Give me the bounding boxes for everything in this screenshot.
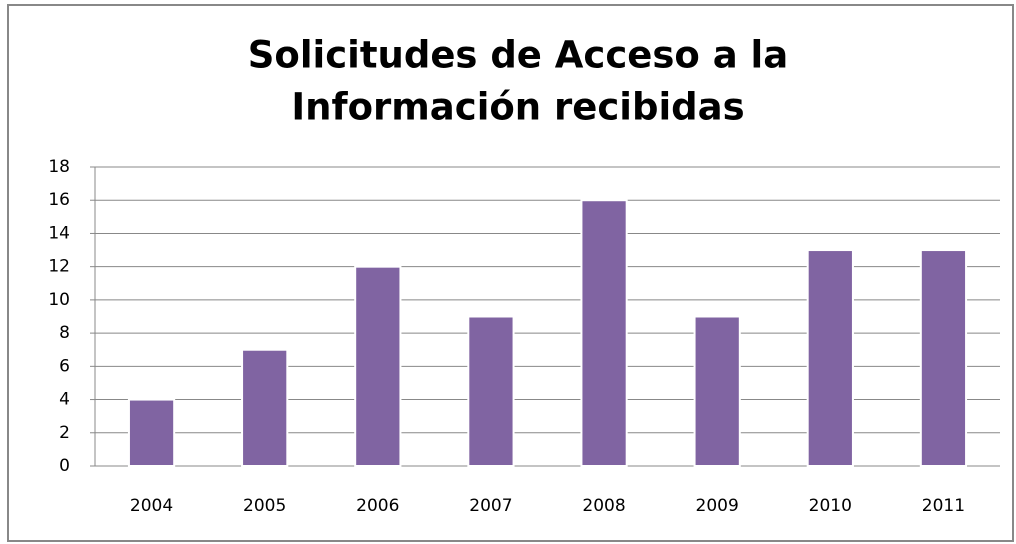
y-tick-label: 10	[48, 290, 70, 310]
bar	[806, 249, 854, 467]
x-tick-label: 2011	[922, 496, 965, 516]
y-tick-label: 6	[59, 356, 70, 376]
x-tick-label: 2010	[809, 496, 852, 516]
bar	[919, 249, 968, 467]
bar	[580, 199, 628, 467]
x-tick-label: 2006	[356, 496, 399, 516]
y-tick-label: 0	[59, 456, 70, 476]
x-tick-label: 2004	[130, 496, 173, 516]
bar	[354, 265, 402, 467]
y-tick-label: 4	[59, 390, 70, 410]
bar	[241, 348, 289, 468]
bar	[467, 315, 515, 467]
x-tick-label: 2008	[582, 496, 625, 516]
y-tick-label: 2	[59, 423, 70, 443]
y-tick-label: 18	[48, 157, 70, 177]
x-tick-label: 2007	[469, 496, 512, 516]
y-tick-label: 12	[48, 257, 70, 277]
chart-title: Información recibidas	[291, 86, 744, 129]
x-tick-label: 2005	[243, 496, 286, 516]
x-tick-label: 2009	[696, 496, 739, 516]
y-tick-label: 8	[59, 323, 70, 343]
y-tick-label: 16	[48, 190, 70, 210]
bar	[693, 315, 741, 467]
chart-title: Solicitudes de Acceso a la	[248, 34, 788, 77]
bar	[127, 398, 176, 467]
y-tick-label: 14	[48, 223, 70, 243]
